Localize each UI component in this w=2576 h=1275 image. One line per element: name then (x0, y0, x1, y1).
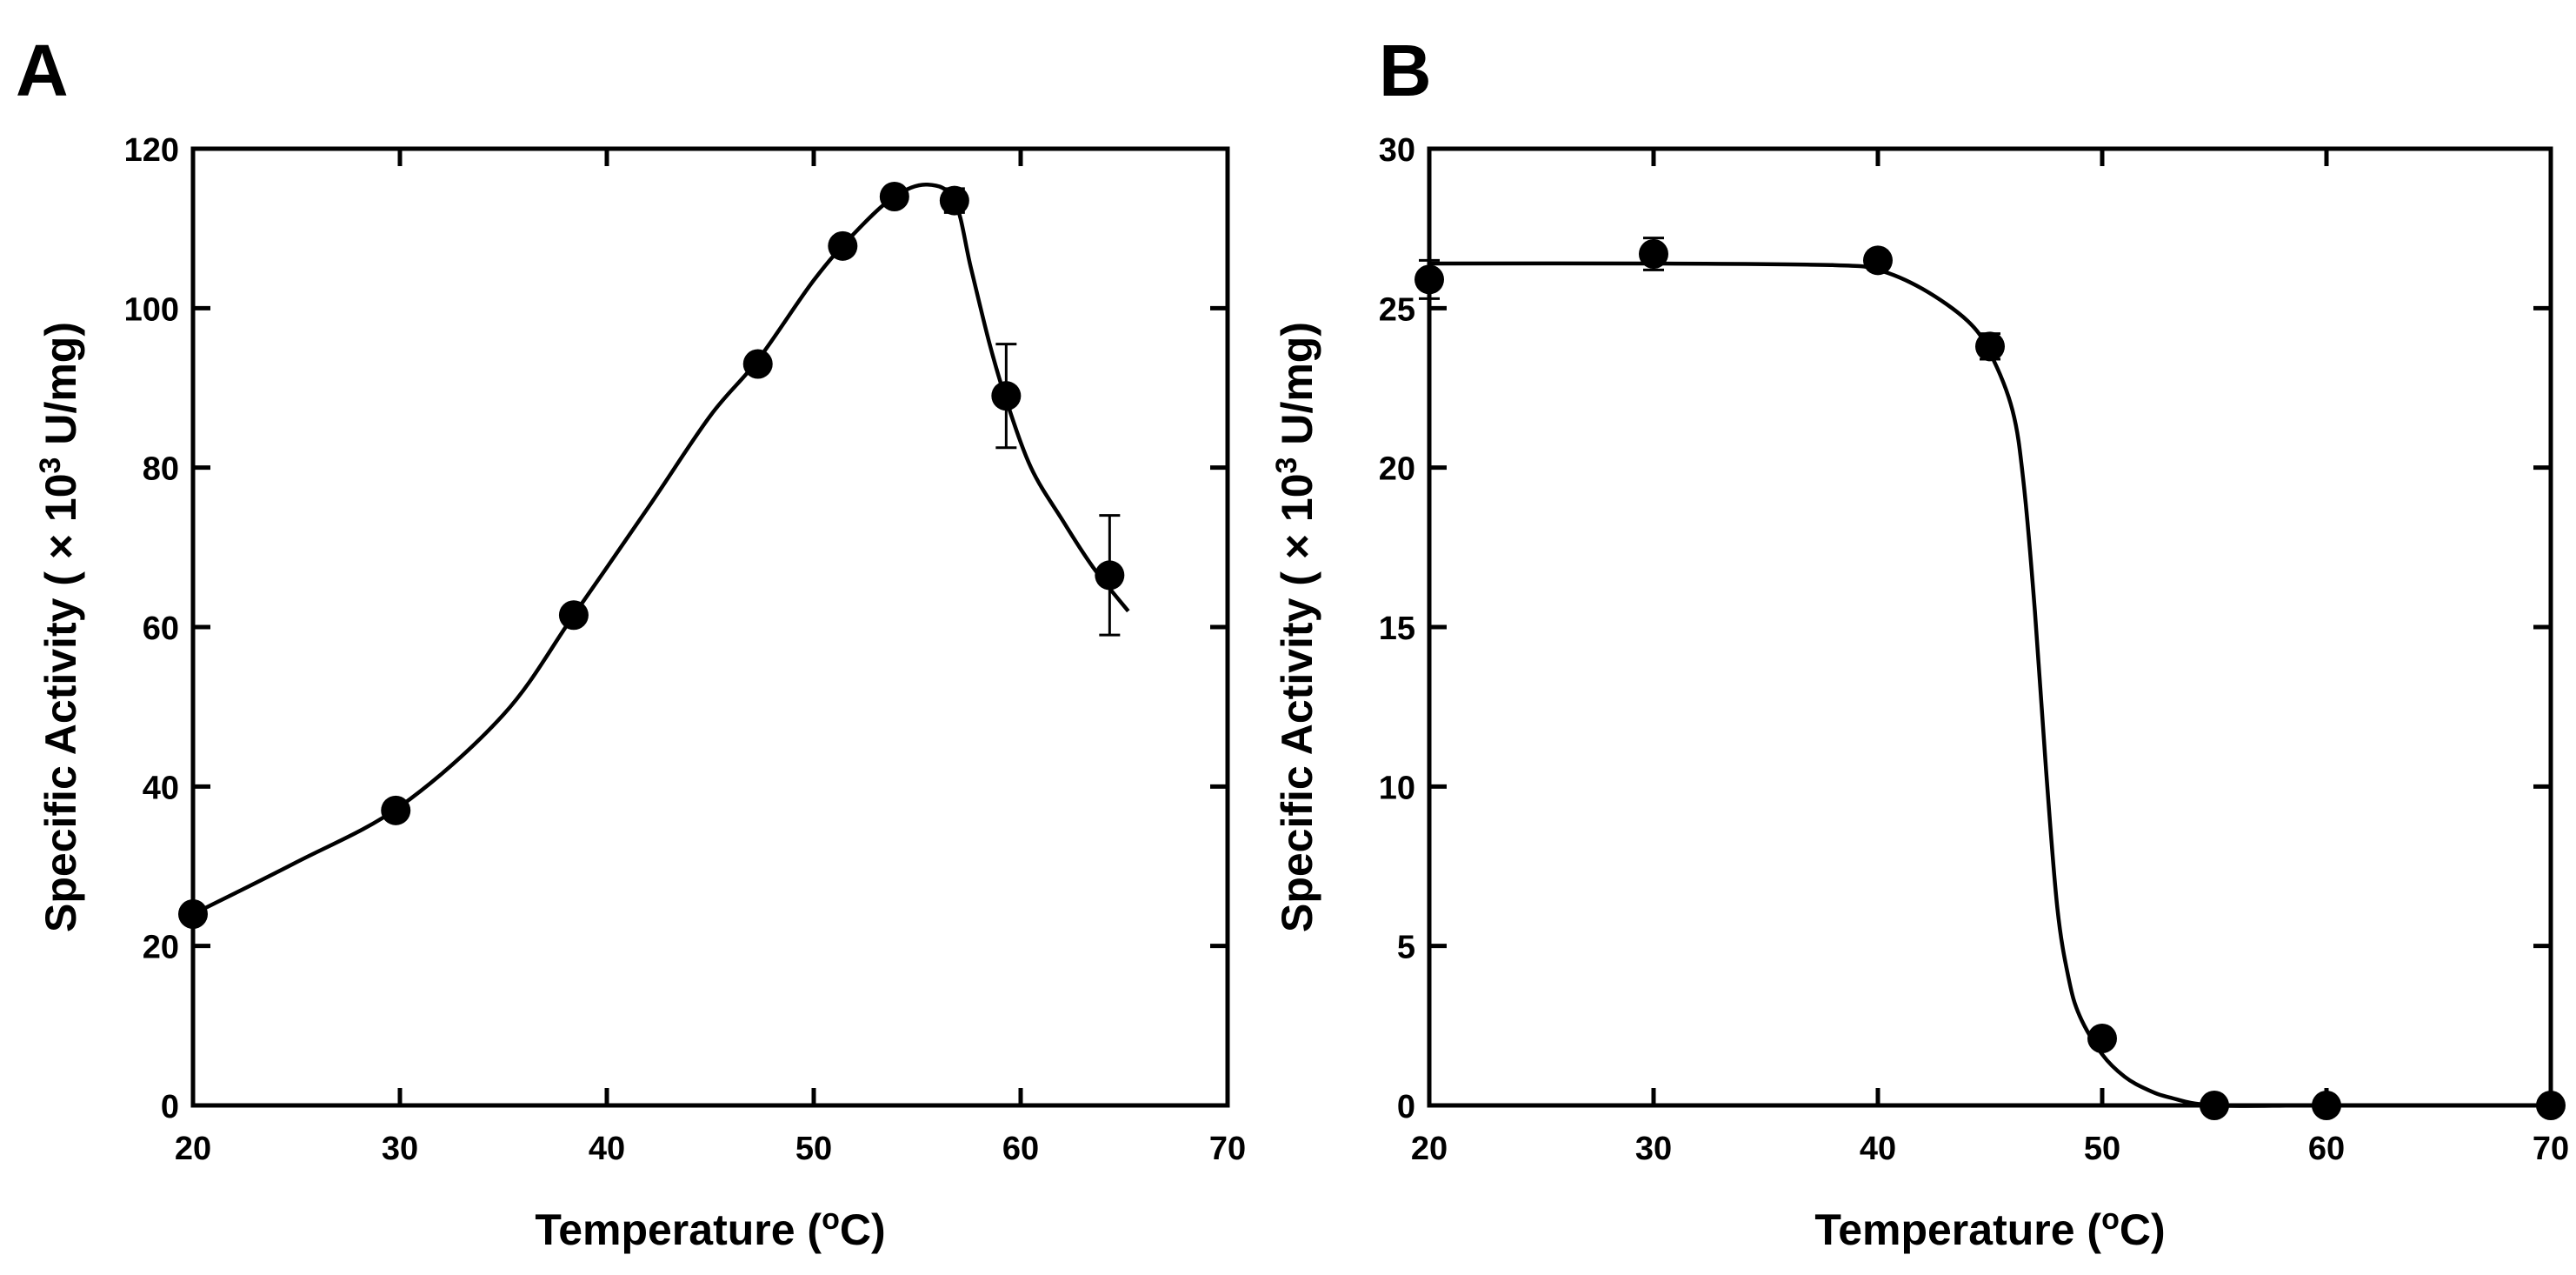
y-tick-label: 80 (143, 451, 179, 488)
y-axis-title: Specific Activity ( × 103 U/mg) (34, 322, 85, 932)
y-axis-title-main: Specific Activity ( × 10 (37, 473, 85, 932)
data-point (939, 185, 969, 216)
y-axis-title-main: Specific Activity ( × 10 (1273, 473, 1321, 932)
x-axis-title-sup: o (822, 1203, 840, 1236)
x-axis-title: Temperature (oC) (1814, 1203, 2165, 1254)
x-axis-title-main: Temperature ( (1814, 1205, 2101, 1254)
y-tick-label: 25 (1379, 291, 1415, 328)
data-point (2312, 1091, 2341, 1120)
panel-label: A (16, 30, 69, 111)
y-tick-label: 0 (1397, 1089, 1415, 1125)
panel-a: A 0 20 40 60 80 100 120 20 30 40 50 60 70 Temperature … (16, 30, 1246, 1254)
x-axis-title-sup: o (2101, 1203, 2120, 1236)
y-tick-label: 30 (1379, 132, 1415, 169)
x-axis-title-unit: C) (840, 1205, 886, 1254)
data-point (178, 899, 208, 929)
x-axis-title: Temperature (oC) (535, 1203, 885, 1254)
data-point (1639, 239, 1668, 269)
x-tick-label: 60 (1002, 1131, 1039, 1167)
data-point (2087, 1024, 2117, 1053)
y-tick-label: 60 (143, 611, 179, 647)
y-axis-title-sup: 3 (34, 457, 67, 474)
x-tick-label: 20 (1411, 1131, 1448, 1167)
data-point (742, 349, 773, 379)
y-tick-label: 10 (1379, 770, 1415, 806)
panel-label: B (1379, 30, 1432, 111)
panel-b: B 0 5 10 15 20 25 30 20 30 40 50 60 70 Temperature (oC… (1270, 30, 2569, 1254)
y-axis-title-unit: U/mg) (1273, 322, 1321, 457)
y-tick-label: 20 (1379, 451, 1415, 488)
y-tick-label: 5 (1397, 930, 1415, 966)
data-point (2536, 1091, 2566, 1120)
x-tick-label: 70 (1209, 1131, 1246, 1167)
fit-curve (191, 183, 1130, 917)
data-point (558, 600, 589, 631)
data-point (879, 182, 909, 211)
x-axis-title-unit: C) (2120, 1205, 2166, 1254)
data-point (1414, 264, 1444, 295)
y-tick-label: 15 (1379, 611, 1415, 647)
y-tick-label: 20 (143, 930, 179, 966)
x-tick-label: 40 (589, 1131, 625, 1167)
data-point (381, 795, 411, 825)
x-tick-label: 30 (382, 1131, 418, 1167)
plot-frame (1427, 146, 2553, 1108)
data-point (991, 381, 1022, 411)
data-point (828, 230, 858, 261)
y-tick-label: 0 (161, 1089, 179, 1125)
fit-curve (1428, 261, 2551, 1108)
data-point (1863, 245, 1893, 276)
y-axis-title-sup: 3 (1270, 457, 1303, 474)
y-tick-label: 100 (124, 291, 179, 328)
x-tick-label: 50 (2084, 1131, 2120, 1167)
x-tick-label: 60 (2308, 1131, 2345, 1167)
y-axis-title: Specific Activity ( × 103 U/mg) (1270, 322, 1321, 932)
x-axis-title-main: Temperature ( (535, 1205, 822, 1254)
x-tick-label: 50 (795, 1131, 832, 1167)
plot-frame (190, 146, 1230, 1108)
x-tick-label: 20 (175, 1131, 211, 1167)
y-axis-title-unit: U/mg) (37, 322, 85, 457)
data-point (2200, 1091, 2229, 1120)
y-tick-label: 40 (143, 770, 179, 806)
x-tick-label: 70 (2533, 1131, 2569, 1167)
y-tick-label: 120 (124, 132, 179, 169)
x-tick-label: 30 (1635, 1131, 1672, 1167)
data-point (1095, 560, 1125, 591)
data-point (1975, 331, 2005, 362)
x-tick-label: 40 (1860, 1131, 1896, 1167)
